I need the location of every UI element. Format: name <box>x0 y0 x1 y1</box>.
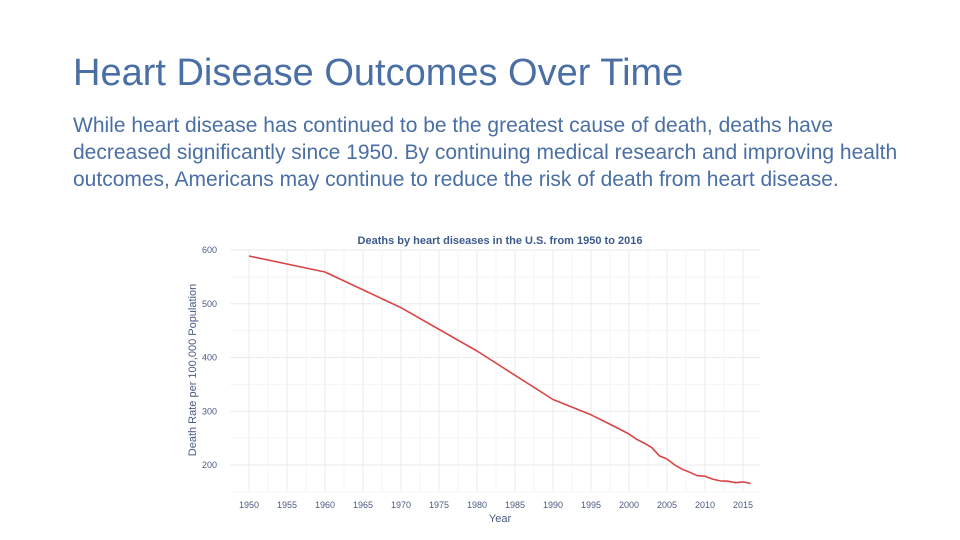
y-tick-label: 500 <box>202 299 217 309</box>
x-tick-label: 2000 <box>619 500 639 510</box>
x-tick-label: 1965 <box>353 500 373 510</box>
x-tick-label: 1950 <box>239 500 259 510</box>
chart-title: Deaths by heart diseases in the U.S. fro… <box>358 235 643 247</box>
x-tick-label: 1980 <box>467 500 487 510</box>
x-tick-label: 1955 <box>277 500 297 510</box>
y-axis-label: Death Rate per 100,000 Population <box>187 284 199 456</box>
y-tick-label: 300 <box>202 406 217 416</box>
slide-body-text: While heart disease has continued to be … <box>73 114 898 191</box>
x-tick-label: 1995 <box>581 500 601 510</box>
x-tick-label: 2015 <box>733 500 753 510</box>
y-tick-labels: 200 300 400 500 600 <box>202 245 217 470</box>
x-tick-label: 1970 <box>391 500 411 510</box>
x-axis-label: Year <box>489 513 512 525</box>
y-tick-label: 400 <box>202 353 217 363</box>
x-tick-label: 1985 <box>505 500 525 510</box>
x-tick-label: 2010 <box>695 500 715 510</box>
x-tick-label: 1975 <box>429 500 449 510</box>
series-line <box>248 255 751 485</box>
x-tick-labels: 1950 1955 1960 1965 1970 1975 1980 1985 1990 1995… <box>239 500 753 510</box>
x-tick-label: 1990 <box>543 500 563 510</box>
slide-title: Heart Disease Outcomes Over Time <box>73 52 684 94</box>
x-tick-label: 1960 <box>315 500 335 510</box>
grid <box>230 249 760 493</box>
y-tick-label: 600 <box>202 245 217 255</box>
x-tick-label: 2005 <box>657 500 677 510</box>
y-tick-label: 200 <box>202 460 217 470</box>
